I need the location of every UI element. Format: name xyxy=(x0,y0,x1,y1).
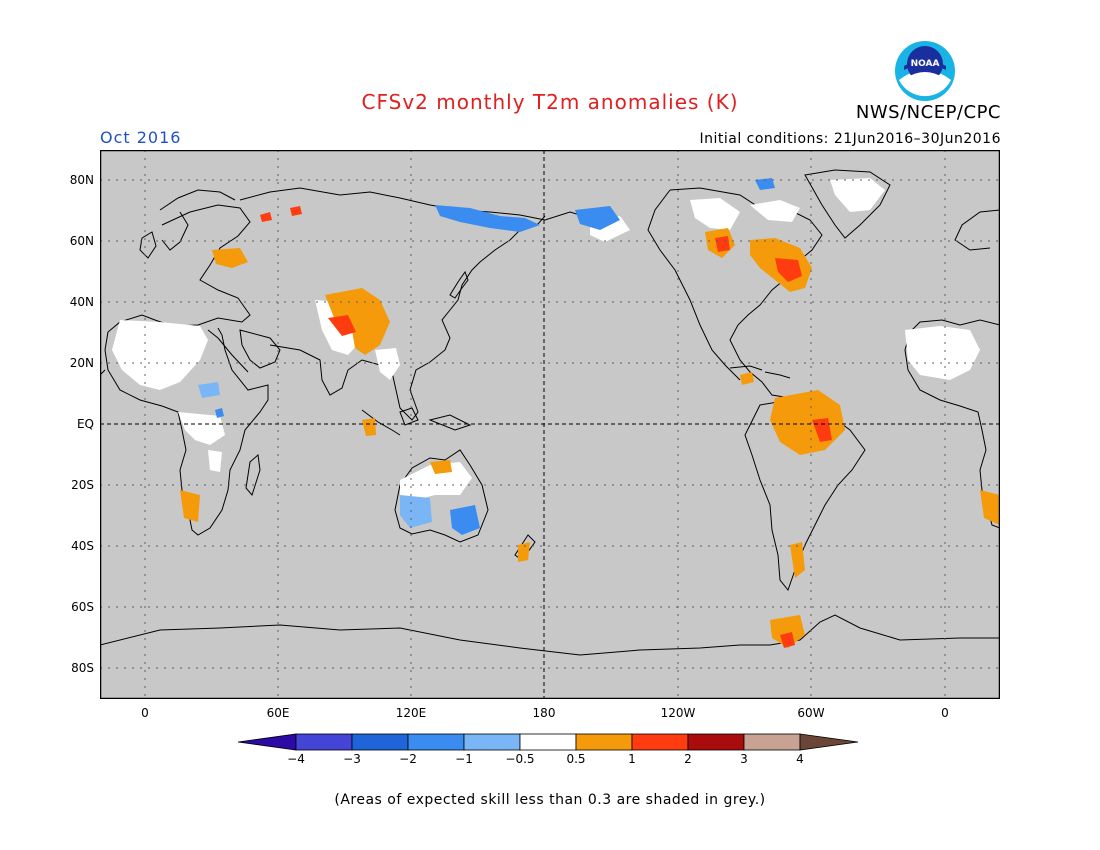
lon-label-0-right: 0 xyxy=(941,706,949,720)
agency-label: NWS/NCEP/CPC xyxy=(855,102,1001,123)
colorbar-label: −3 xyxy=(343,752,361,766)
colorbar-label: 2 xyxy=(684,752,692,766)
lat-label-60s: 60S xyxy=(71,600,94,614)
colorbar-segment xyxy=(519,733,577,751)
colorbar-label: −1 xyxy=(455,752,473,766)
colorbar xyxy=(238,733,859,751)
lat-label-40n: 40N xyxy=(69,295,94,309)
colorbar-label: 4 xyxy=(796,752,804,766)
colorbar-label: 0.5 xyxy=(566,752,586,766)
lat-label-60n: 60N xyxy=(69,234,94,248)
lon-label-180: 180 xyxy=(532,706,556,720)
colorbar-label: −2 xyxy=(399,752,417,766)
colorbar-segment xyxy=(687,733,745,751)
colorbar-arrow-low xyxy=(238,733,297,751)
colorbar-segment xyxy=(631,733,689,751)
initial-conditions: Initial conditions: 21Jun2016–30Jun2016 xyxy=(699,131,1001,147)
colorbar-segment xyxy=(463,733,521,751)
lat-label-20s: 20S xyxy=(71,478,94,492)
cool-anomalies xyxy=(198,178,775,535)
graticule xyxy=(100,150,1000,699)
lon-label-60e: 60E xyxy=(266,706,290,720)
noaa-logo: NOAA xyxy=(895,41,955,101)
lon-label-60w: 60W xyxy=(797,706,825,720)
lat-label-20n: 20N xyxy=(69,356,94,370)
colorbar-segment xyxy=(743,733,801,751)
colorbar-label: −0.5 xyxy=(505,752,535,766)
lat-label-40s: 40S xyxy=(71,539,94,553)
lon-label-0: 0 xyxy=(141,706,149,720)
lat-label-80n: 80N xyxy=(69,173,94,187)
skill-note: (Areas of expected skill less than 0.3 a… xyxy=(334,792,766,808)
logo-text: NOAA xyxy=(911,59,940,69)
lon-label-120e: 120E xyxy=(395,706,427,720)
anomaly-map xyxy=(100,150,1000,699)
colorbar-segment xyxy=(575,733,633,751)
colorbar-label: 1 xyxy=(628,752,636,766)
colorbar-segment xyxy=(351,733,409,751)
map-title: CFSv2 monthly T2m anomalies (K) xyxy=(361,90,739,114)
lat-label-eq: EQ xyxy=(76,417,94,431)
colorbar-segment xyxy=(407,733,465,751)
equator-dateline xyxy=(100,150,1000,699)
lon-label-120w: 120W xyxy=(660,706,696,720)
colorbar-label: −4 xyxy=(287,752,305,766)
colorbar-arrow-high xyxy=(799,733,859,751)
colorbar-segment xyxy=(295,733,353,751)
warm-anomalies xyxy=(180,206,1000,648)
colorbar-label: 3 xyxy=(740,752,748,766)
valid-month: Oct 2016 xyxy=(100,128,182,147)
lat-label-80s: 80S xyxy=(71,661,94,675)
map-frame xyxy=(100,150,1000,699)
